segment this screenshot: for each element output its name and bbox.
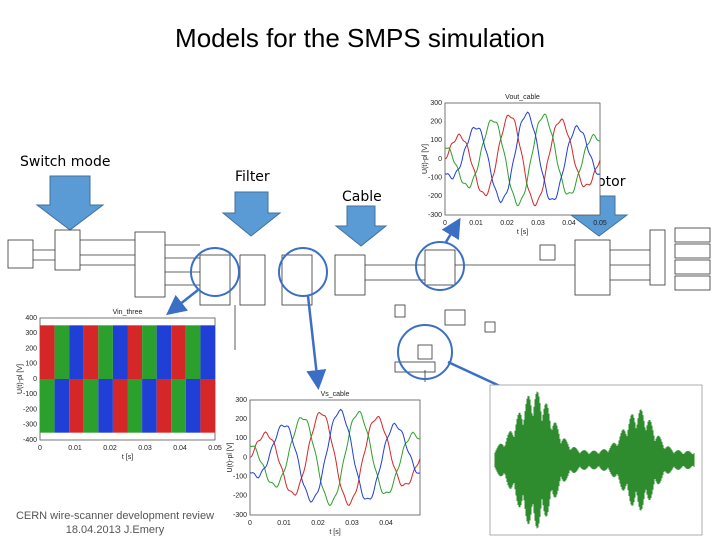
y-tick-label: -300 [233, 512, 247, 519]
y-tick-label: 100 [235, 435, 247, 442]
y-tick-label: 200 [25, 345, 37, 352]
x-tick-label: 0.03 [138, 445, 152, 452]
waveform [98, 325, 113, 379]
y-tick-label: 100 [25, 361, 37, 368]
y-tick-label: -100 [23, 391, 37, 398]
schematic [7, 227, 711, 382]
x-tick-label: 0.02 [500, 220, 514, 227]
waveform [40, 379, 55, 433]
y-tick-label: 400 [25, 315, 37, 322]
x-axis-label: t [s] [517, 229, 528, 236]
x-tick-label: 0.04 [379, 520, 393, 527]
y-tick-label: -100 [428, 175, 442, 182]
x-tick-label: 0.01 [277, 520, 291, 527]
label: Cable [342, 189, 382, 205]
waveform [156, 379, 172, 433]
slide-title: Models for the SMPS simulation [175, 23, 545, 53]
waveform [171, 325, 186, 379]
y-tick-label: -200 [23, 406, 37, 413]
waveform [444, 113, 601, 207]
waveform [69, 379, 84, 433]
y-tick-label: 200 [235, 416, 247, 423]
y-tick-label: 300 [235, 397, 247, 404]
y-tick-label: 200 [430, 119, 442, 126]
x-tick-label: 0 [248, 520, 252, 527]
x-tick-label: 0.02 [103, 445, 117, 452]
green-plot [489, 384, 703, 536]
waveform [127, 325, 143, 379]
x-tick-label: 0.05 [593, 220, 607, 227]
waveform [200, 325, 215, 379]
waveform [54, 379, 70, 433]
waveform [249, 408, 421, 503]
x-tick-label: 0.05 [208, 445, 222, 452]
waveform [200, 379, 215, 433]
waveform [444, 111, 601, 204]
waveform [98, 379, 113, 433]
y-axis-label: U(t)-pl [V] [227, 442, 234, 472]
waveform [156, 325, 172, 379]
waveform [185, 325, 201, 379]
y-tick-label: -300 [23, 422, 37, 429]
y-tick-label: 300 [430, 100, 442, 107]
waveform [185, 379, 201, 433]
y-tick-label: 300 [25, 330, 37, 337]
x-tick-label: 0 [38, 445, 42, 452]
footer: 18.04.2013 J.Emery [66, 524, 165, 536]
y-tick-label: -200 [233, 493, 247, 500]
block-arrows [35, 175, 629, 247]
waveform [171, 379, 186, 433]
x-tick-label: 0.01 [68, 445, 82, 452]
label: Switch mode [20, 154, 110, 170]
y-tick-label: -300 [428, 212, 442, 219]
x-tick-label: 0.04 [173, 445, 187, 452]
y-axis-label: U(t)-pl [V] [422, 144, 429, 174]
waveform [142, 325, 157, 379]
plot-title: Vin_three [113, 309, 143, 316]
y-tick-label: -200 [428, 193, 442, 200]
y-tick-label: 100 [430, 137, 442, 144]
waveform [69, 325, 84, 379]
waveform [40, 325, 55, 379]
x-axis-label: t [s] [329, 529, 340, 536]
x-tick-label: 0.03 [345, 520, 359, 527]
x-tick-label: 0.04 [562, 220, 576, 227]
waveform [249, 411, 421, 507]
waveform [83, 325, 99, 379]
y-tick-label: 0 [438, 156, 442, 163]
plot-title: Vout_cable [505, 94, 540, 101]
waveform [54, 325, 70, 379]
y-axis-label: U(t)-pl [V] [17, 364, 24, 394]
x-tick-label: 0.01 [469, 220, 483, 227]
x-tick-label: 0.02 [311, 520, 325, 527]
waveform [494, 391, 695, 529]
waveform [142, 379, 157, 433]
waveform [112, 325, 128, 379]
waveform [249, 410, 421, 506]
waveform [444, 114, 601, 207]
footer: CERN wire-scanner development review [16, 510, 214, 522]
label: Filter [235, 169, 270, 185]
x-tick-label: 0.03 [531, 220, 545, 227]
y-tick-label: 0 [33, 376, 37, 383]
waveform [127, 379, 143, 433]
y-tick-label: -400 [23, 437, 37, 444]
x-tick-label: 0 [443, 220, 447, 227]
plot-title: Vs_cable [321, 391, 350, 398]
x-axis-label: t [s] [122, 454, 133, 461]
highlight-circles [190, 241, 465, 380]
waveform [83, 379, 99, 433]
y-tick-label: -100 [233, 474, 247, 481]
y-tick-label: 0 [243, 454, 247, 461]
waveform [112, 379, 128, 433]
